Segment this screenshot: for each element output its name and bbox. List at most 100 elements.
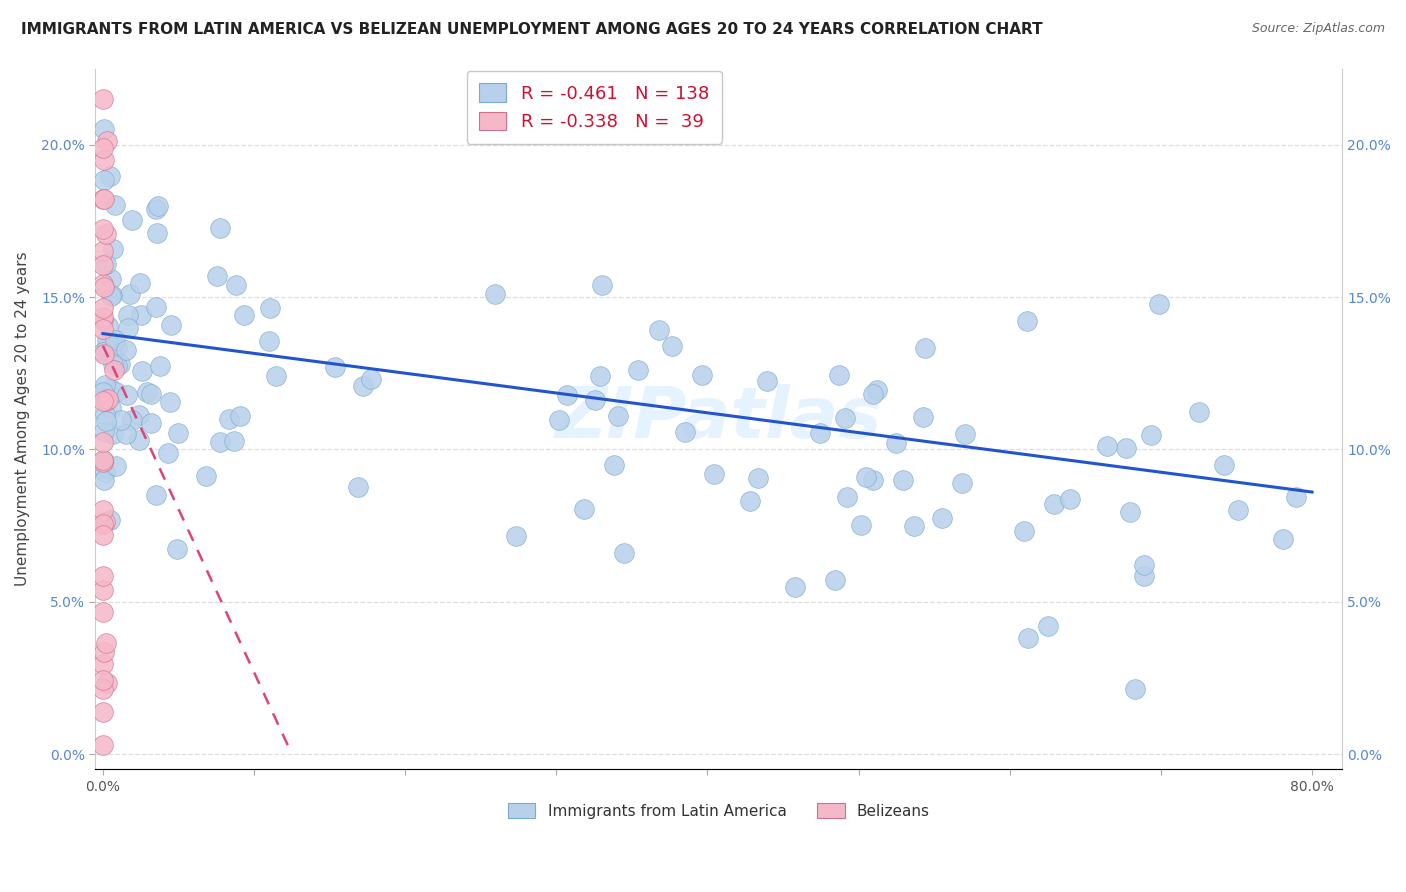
Point (572, 502, 595, 516)
Point (91, 673, 114, 687)
Point (232, 308, 254, 322)
Point (94, 377, 117, 392)
Point (352, 379, 374, 393)
Point (93, 122, 115, 136)
Point (108, 357, 131, 371)
Point (91, 681, 114, 696)
Point (1147, 297, 1170, 311)
Point (100, 382, 122, 396)
Point (94, 341, 117, 355)
Point (100, 401, 122, 416)
Point (855, 470, 877, 484)
Point (100, 289, 122, 303)
Point (555, 388, 578, 402)
Point (583, 392, 606, 407)
Point (589, 369, 612, 384)
Point (91, 569, 114, 583)
Point (209, 221, 232, 235)
Point (104, 198, 127, 212)
Point (96, 333, 118, 347)
Point (912, 409, 935, 424)
Point (115, 388, 138, 402)
Point (98, 513, 121, 527)
Point (1042, 497, 1064, 511)
Point (360, 371, 382, 385)
Point (121, 413, 143, 427)
Point (121, 213, 143, 227)
Point (101, 242, 124, 256)
Point (1115, 441, 1137, 455)
Point (862, 387, 884, 401)
Point (229, 409, 252, 423)
Point (96, 414, 118, 428)
Point (91, 434, 114, 449)
Point (91, 582, 114, 597)
Point (101, 358, 124, 372)
Point (91, 528, 114, 542)
Point (145, 202, 167, 217)
Point (98, 169, 121, 183)
Point (755, 374, 778, 388)
Point (195, 468, 218, 483)
Point (661, 339, 683, 353)
Point (602, 458, 624, 473)
Point (105, 340, 128, 354)
Point (139, 387, 162, 401)
Point (167, 425, 190, 440)
Point (835, 490, 858, 504)
Point (104, 333, 127, 347)
Point (91, 345, 114, 359)
Point (224, 434, 246, 449)
Point (91, 277, 114, 292)
Point (139, 416, 162, 430)
Point (91, 310, 114, 324)
Point (259, 334, 281, 349)
Point (93, 173, 115, 187)
Point (747, 471, 769, 485)
Point (259, 301, 281, 315)
Point (849, 518, 872, 533)
Point (1059, 492, 1081, 507)
Point (205, 269, 228, 284)
Point (128, 408, 150, 422)
Point (91, 258, 114, 272)
Point (91, 384, 114, 399)
Text: ZIPatlas: ZIPatlas (555, 384, 883, 453)
Text: IMMIGRANTS FROM LATIN AMERICA VS BELIZEAN UNEMPLOYMENT AMONG AGES 20 TO 24 YEARS: IMMIGRANTS FROM LATIN AMERICA VS BELIZEA… (21, 22, 1043, 37)
Point (128, 433, 150, 447)
Point (484, 287, 506, 301)
Point (834, 410, 856, 425)
Point (94, 227, 117, 241)
Point (100, 342, 122, 356)
Point (96, 676, 118, 690)
Point (136, 385, 159, 400)
Point (93, 347, 115, 361)
Point (93, 453, 115, 467)
Point (91, 322, 114, 336)
Point (159, 318, 181, 332)
Point (96, 134, 118, 148)
Point (117, 321, 139, 335)
Point (690, 368, 713, 382)
Point (91, 705, 114, 719)
Point (218, 412, 240, 426)
Point (103, 363, 125, 377)
Point (1133, 558, 1156, 573)
Point (1188, 405, 1211, 419)
Point (120, 287, 142, 301)
Point (703, 467, 725, 482)
Point (1015, 314, 1038, 328)
Point (97, 392, 120, 406)
Point (94, 635, 117, 649)
Point (914, 341, 936, 355)
Point (505, 529, 527, 543)
Point (110, 413, 132, 427)
Point (903, 519, 925, 533)
Point (97, 318, 120, 333)
Point (1285, 491, 1308, 505)
Point (91, 192, 114, 206)
Point (225, 277, 247, 292)
Point (91, 516, 114, 531)
Point (114, 343, 136, 357)
Legend: Immigrants from Latin America, Belizeans: Immigrants from Latin America, Belizeans (502, 797, 936, 825)
